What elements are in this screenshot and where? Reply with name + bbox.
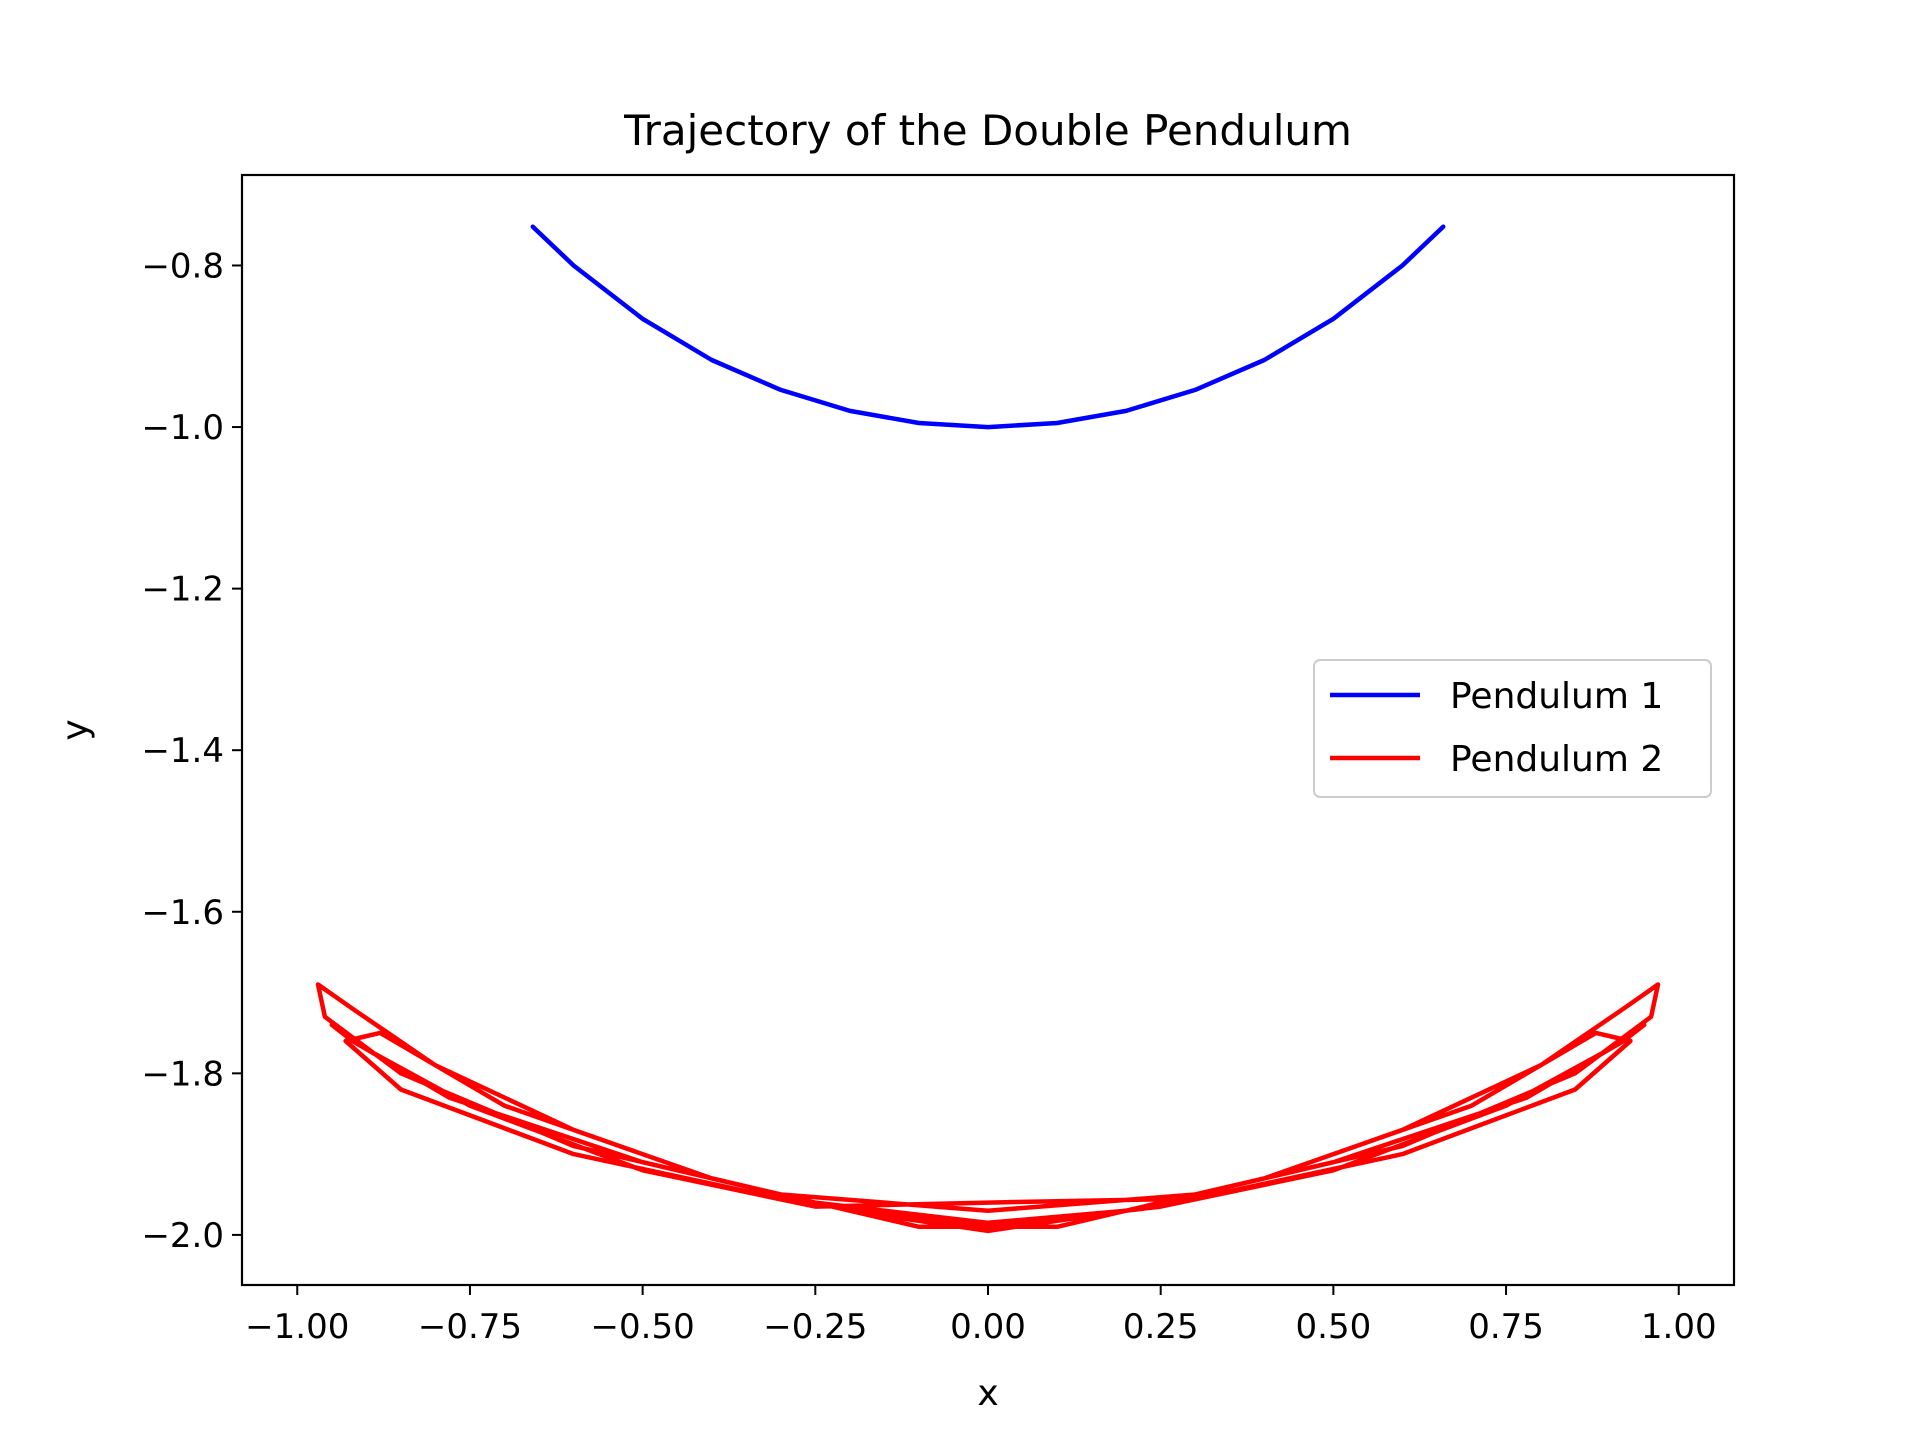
y-tick-label: −1.2 <box>141 570 224 610</box>
legend: Pendulum 1 Pendulum 2 <box>1313 659 1712 798</box>
series-line-1 <box>530 224 1446 430</box>
y-tick-label: −1.8 <box>141 1054 224 1094</box>
x-tick-label: −1.00 <box>245 1307 349 1347</box>
x-axis-label: x <box>977 1373 998 1414</box>
series-layer <box>315 224 1661 1234</box>
x-tick-label: 0.75 <box>1468 1307 1544 1347</box>
y-axis-label: y <box>55 719 96 740</box>
y-tick-label: −0.8 <box>141 246 224 286</box>
x-tick-label: 0.25 <box>1123 1307 1199 1347</box>
legend-label-pendulum-2: Pendulum 2 <box>1450 739 1663 780</box>
chart-title: Trajectory of the Double Pendulum <box>623 106 1352 155</box>
legend-label-pendulum-1: Pendulum 1 <box>1450 676 1663 717</box>
x-tick-label: −0.75 <box>418 1307 522 1347</box>
y-tick-label: −1.0 <box>141 408 224 448</box>
x-tick-label: 1.00 <box>1641 1307 1717 1347</box>
y-tick-label: −1.6 <box>141 893 224 933</box>
y-tick-label: −2.0 <box>141 1216 224 1256</box>
x-axis: −1.00 −0.75 −0.50 −0.25 0.00 0.25 0.50 0.75 1.00 <box>245 1285 1717 1347</box>
x-tick-label: 0.00 <box>950 1307 1026 1347</box>
x-tick-label: 0.50 <box>1296 1307 1372 1347</box>
x-tick-label: −0.50 <box>591 1307 695 1347</box>
y-axis: −0.8 −1.0 −1.2 −1.4 −1.6 −1.8 −2.0 <box>141 246 242 1256</box>
series-line-2 <box>315 982 1661 1234</box>
y-tick-label: −1.4 <box>141 731 224 771</box>
x-tick-label: −0.25 <box>763 1307 867 1347</box>
